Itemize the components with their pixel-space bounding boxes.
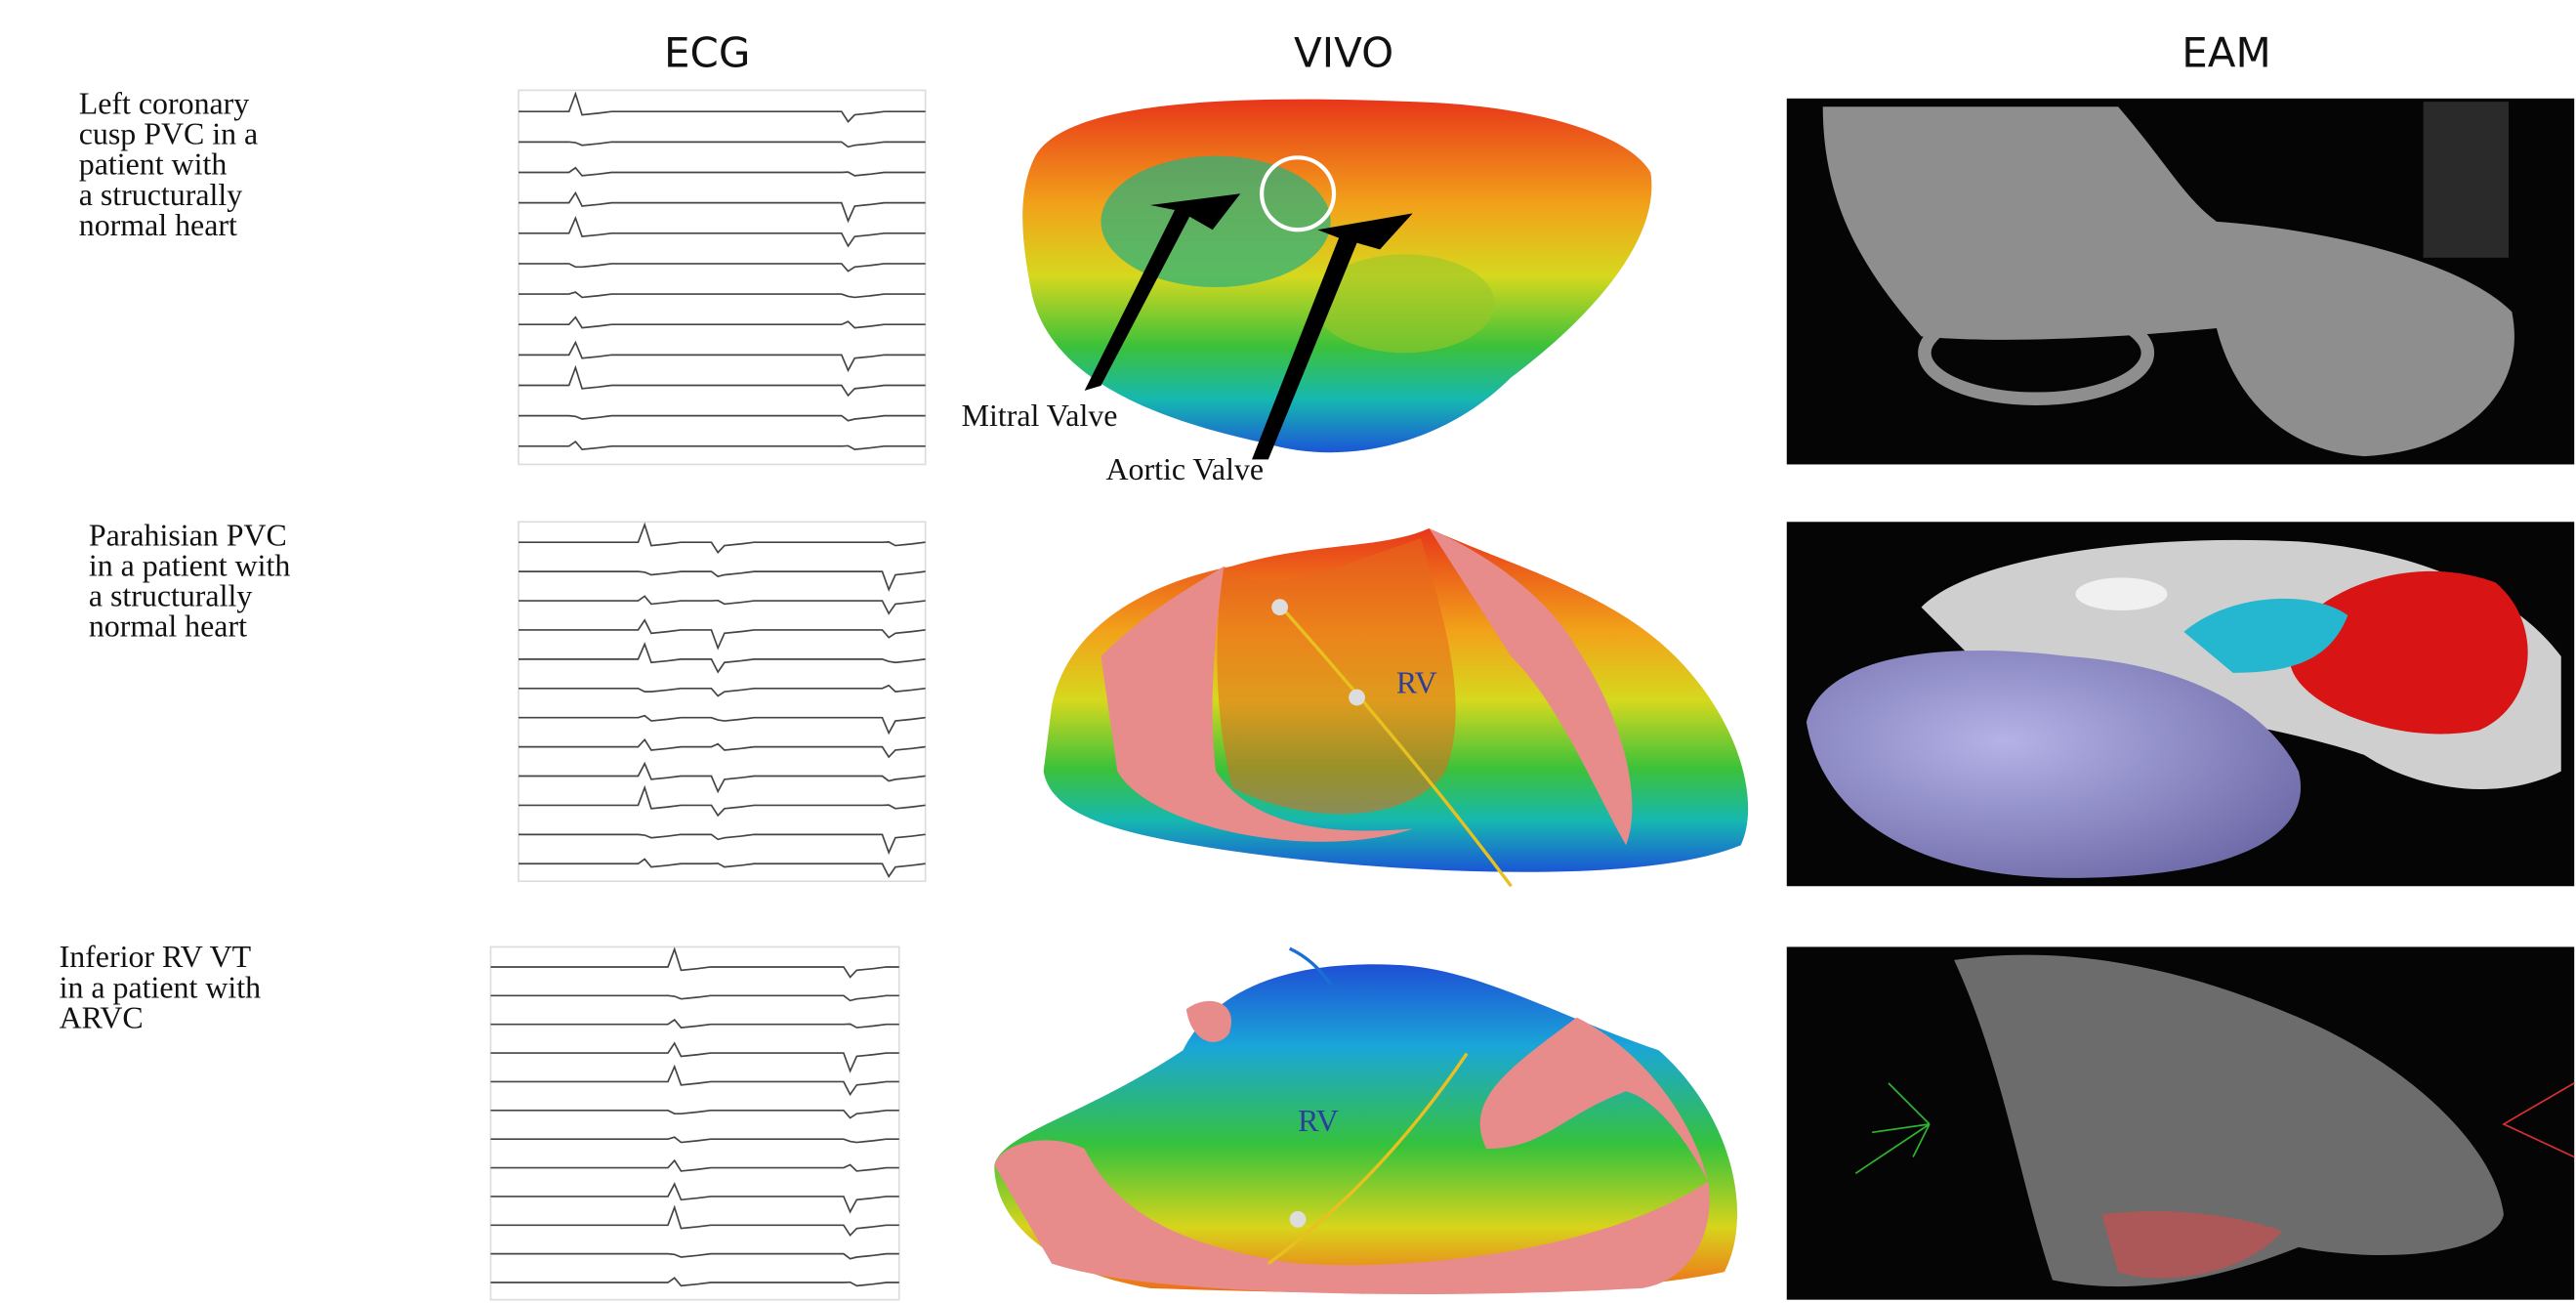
row-label: a structurally [89,579,252,613]
annotation: RV [1298,1104,1339,1138]
electrode [1349,690,1365,706]
row-label: a structurally [79,178,242,212]
electrode [1271,599,1288,615]
annotation: Mitral Valve [962,399,1118,433]
row-label: normal heart [89,609,247,644]
eam-toolbar [2424,102,2509,258]
annotation: RV [1396,666,1437,700]
ecg-panel [519,90,926,464]
row-label: cusp PVC in a [79,117,258,151]
eam-spot [2075,577,2167,610]
row-label: normal heart [79,208,237,242]
column-header: ECG [664,29,750,77]
row-label: Inferior RV VT [60,940,252,974]
row-label: Parahisian PVC [89,518,287,552]
row-label: Left coronary [79,87,250,121]
row-label: patient with [79,147,228,182]
row-label: in a patient with [89,548,291,582]
ecg-panel [490,946,898,1299]
column-header: EAM [2181,29,2271,77]
row-label: ARVC [60,1000,144,1034]
figure: ECG VIVO EAM Left coronarycusp PVC in apati… [0,0,2576,1303]
column-header: VIVO [1294,29,1393,77]
row-label: in a patient with [60,970,262,1004]
electrode [1290,1211,1307,1228]
annotation: Aortic Valve [1106,452,1265,486]
